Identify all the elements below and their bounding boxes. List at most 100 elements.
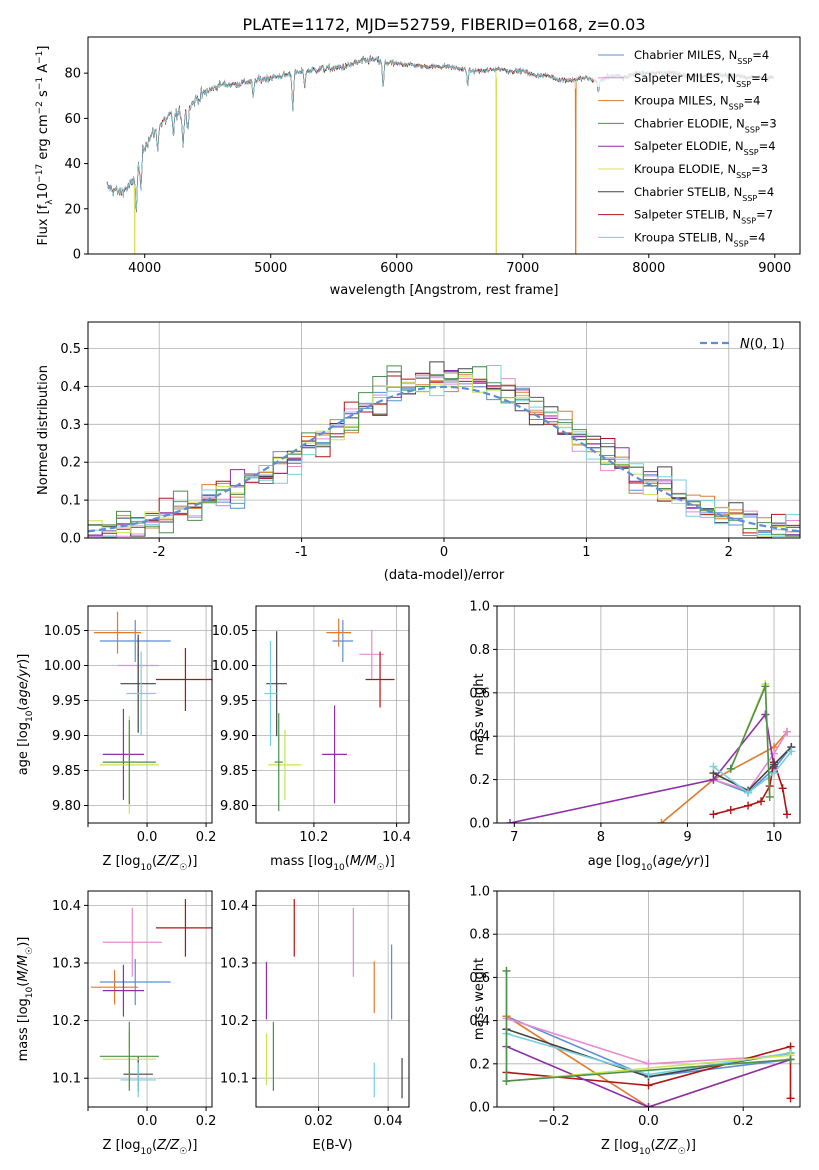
weight-vs-age-series-line <box>660 731 788 823</box>
residuals-ytick-label: 0.2 <box>60 456 81 471</box>
weight-vs-age-marker <box>505 819 514 823</box>
weight-vs-age-xlabel: age [log10(age/yr)] <box>588 854 710 873</box>
residuals-xtick-label: 0 <box>440 545 448 560</box>
spectrum-legend: Chabrier MILES, NSSP=4 Salpeter MILES, NS… <box>594 46 794 248</box>
mass-vs-EBV-ytick-label: 10.3 <box>220 957 249 972</box>
weight-vs-age-marker <box>783 727 792 736</box>
weight-vs-Z-xtick-label: 0.0 <box>638 1114 659 1129</box>
weight-vs-age-marker <box>778 784 787 793</box>
mass-vs-Z-ytick-label: 10.1 <box>52 1072 81 1087</box>
weight-vs-age-marker <box>744 801 753 810</box>
mass-vs-Z-frame <box>87 890 213 1108</box>
weight-vs-age-series-line <box>713 746 792 794</box>
age-vs-mass-panel: 10.2 10.4 9.80 9.85 9.90 9.95 10.00 10.05 mass [… <box>212 605 411 873</box>
weight-vs-age-marker <box>787 747 796 756</box>
spectrum-plot-area <box>106 55 774 254</box>
mass-vs-Z-xtick-label: 0.2 <box>196 1114 217 1129</box>
gaussian-curve <box>88 385 800 533</box>
weight-vs-age-marker <box>757 797 766 806</box>
weight-vs-Z-ytick-label: 0.2 <box>469 1057 490 1072</box>
spectrum-ytick-label: 0 <box>73 248 81 263</box>
legend-entry: Chabrier MILES, NSSP=4 <box>634 48 769 66</box>
weight-vs-age-ytick-label: 0.2 <box>469 773 490 788</box>
weight-vs-age-xtick-label: 8 <box>597 830 605 845</box>
spectrum-frame <box>87 36 801 255</box>
weight-vs-Z-marker <box>786 1094 795 1103</box>
weight-vs-age-marker <box>770 769 779 778</box>
weight-vs-age-series-line <box>713 731 788 792</box>
legend-entry: Salpeter STELIB, NSSP=7 <box>634 208 773 226</box>
age-vs-mass-ytick-label: 9.80 <box>220 799 249 814</box>
residuals-xlabel: (data-model)/error <box>384 568 505 583</box>
mass-vs-EBV-xtick-label: 0.04 <box>374 1114 403 1129</box>
figure-title: PLATE=1172, MJD=52759, FIBERID=0168, z=0… <box>242 15 645 34</box>
spectrum-ytick-label: 20 <box>64 202 81 217</box>
weight-vs-Z-ytick-label: 0.8 <box>469 928 490 943</box>
age-vs-Z-xtick-label: 0.0 <box>137 830 158 845</box>
gaussian-legend-label: N(0, 1) <box>740 337 785 352</box>
age-vs-Z-ytick-label: 10.05 <box>44 624 81 639</box>
weight-vs-age-xtick-label: 9 <box>683 830 691 845</box>
mass-vs-EBV-xlabel: E(B-V) <box>312 1138 352 1153</box>
weight-vs-Z-ytick-label: 1.0 <box>469 885 490 900</box>
age-vs-Z-panel: 0.0 0.2 9.80 9.85 9.90 9.95 10.00 10.05 Z [log10… <box>16 605 217 873</box>
age-vs-mass-xtick-label: 10.2 <box>299 830 328 845</box>
spectrum-ytick-label: 40 <box>64 157 81 172</box>
weight-vs-age-ytick-label: 0.8 <box>469 643 490 658</box>
age-vs-mass-ytick-label: 10.00 <box>212 659 249 674</box>
legend-bg <box>594 114 794 133</box>
mass-vs-Z-xlabel: Z [log10(Z/Z☉)] <box>103 1138 198 1157</box>
age-vs-Z-xtick-label: 0.2 <box>196 830 217 845</box>
weight-vs-age-marker <box>770 760 779 769</box>
weight-vs-Z-ytick-label: 0.4 <box>469 1014 490 1029</box>
weight-vs-Z-xtick-label: −0.2 <box>538 1114 570 1129</box>
weight-vs-age-marker <box>709 762 718 771</box>
weight-vs-age-series-line <box>713 761 788 816</box>
weight-vs-Z-marker <box>502 966 511 975</box>
spectrum-ytick-label: 80 <box>64 67 81 82</box>
residuals-xtick-label: -1 <box>295 545 308 560</box>
legend-bg <box>594 91 794 110</box>
age-vs-Z-ytick-label: 9.85 <box>52 764 81 779</box>
residual-histogram <box>88 365 800 537</box>
mass-vs-Z-ytick-label: 10.4 <box>52 899 81 914</box>
age-vs-mass-plot-area <box>264 618 395 812</box>
spectrum-xtick-label: 5000 <box>254 261 287 276</box>
age-vs-mass-ytick-label: 9.95 <box>220 694 249 709</box>
residuals-ytick-label: 0.3 <box>60 418 81 433</box>
weight-vs-Z-ylabel: mass weight <box>472 958 487 1040</box>
legend-entry: Kroupa ELODIE, NSSP=3 <box>634 162 768 180</box>
weight-vs-age-marker <box>761 710 770 719</box>
weight-vs-age-ytick-label: 0.4 <box>469 730 490 745</box>
mass-vs-EBV-xtick-label: 0.02 <box>304 1114 333 1129</box>
spectrum-panel: 4000 5000 6000 7000 8000 9000 0 20 40 60 80 Chabrie… <box>35 36 801 298</box>
spectrum-xlabel: wavelength [Angstrom, rest frame] <box>330 283 559 298</box>
weight-vs-age-plot-area <box>505 680 796 823</box>
weight-vs-age-xtick-label: 10 <box>766 830 783 845</box>
weight-vs-Z-panel: −0.2 0.0 0.2 0.0 0.2 0.4 0.6 0.8 1.0 Z [log10(Z/Z… <box>469 885 801 1157</box>
age-vs-Z-plot-area <box>93 611 212 814</box>
mass-vs-Z-xtick-label: 0.0 <box>137 1114 158 1129</box>
residuals-ytick-label: 0.5 <box>60 342 81 357</box>
spectrum-ytick-label: 60 <box>64 112 81 127</box>
mass-vs-Z-panel: 0.0 0.2 10.1 10.2 10.3 10.4 Z [log10(Z/Z☉)] mas… <box>16 890 217 1157</box>
weight-vs-age-xtick-label: 7 <box>510 830 518 845</box>
age-vs-Z-ytick-label: 9.95 <box>52 694 81 709</box>
mass-vs-Z-ytick-label: 10.3 <box>52 957 81 972</box>
age-vs-Z-ylabel: age [log10(age/yr)] <box>16 654 35 776</box>
weight-vs-Z-marker <box>786 1055 795 1064</box>
mass-vs-Z-ylabel: mass [log10(M/M☉)] <box>16 937 35 1062</box>
legend-bg <box>594 228 794 247</box>
weight-vs-age-marker <box>709 810 718 819</box>
mass-vs-Z-plot-area <box>90 899 212 1098</box>
legend-entry: Chabrier STELIB, NSSP=4 <box>634 185 774 203</box>
weight-vs-Z-xlabel: Z [log10(Z/Z☉)] <box>601 1138 696 1157</box>
weight-vs-Z-marker <box>644 1103 653 1107</box>
weight-vs-age-series-line <box>713 746 792 792</box>
weight-vs-age-marker <box>761 682 770 691</box>
legend-entry: Salpeter MILES, NSSP=4 <box>634 71 768 89</box>
age-vs-mass-xlabel: mass [log10(M/M☉)] <box>270 854 395 873</box>
weight-vs-age-ytick-label: 0.6 <box>469 686 490 701</box>
weight-vs-Z-marker <box>502 1077 511 1086</box>
